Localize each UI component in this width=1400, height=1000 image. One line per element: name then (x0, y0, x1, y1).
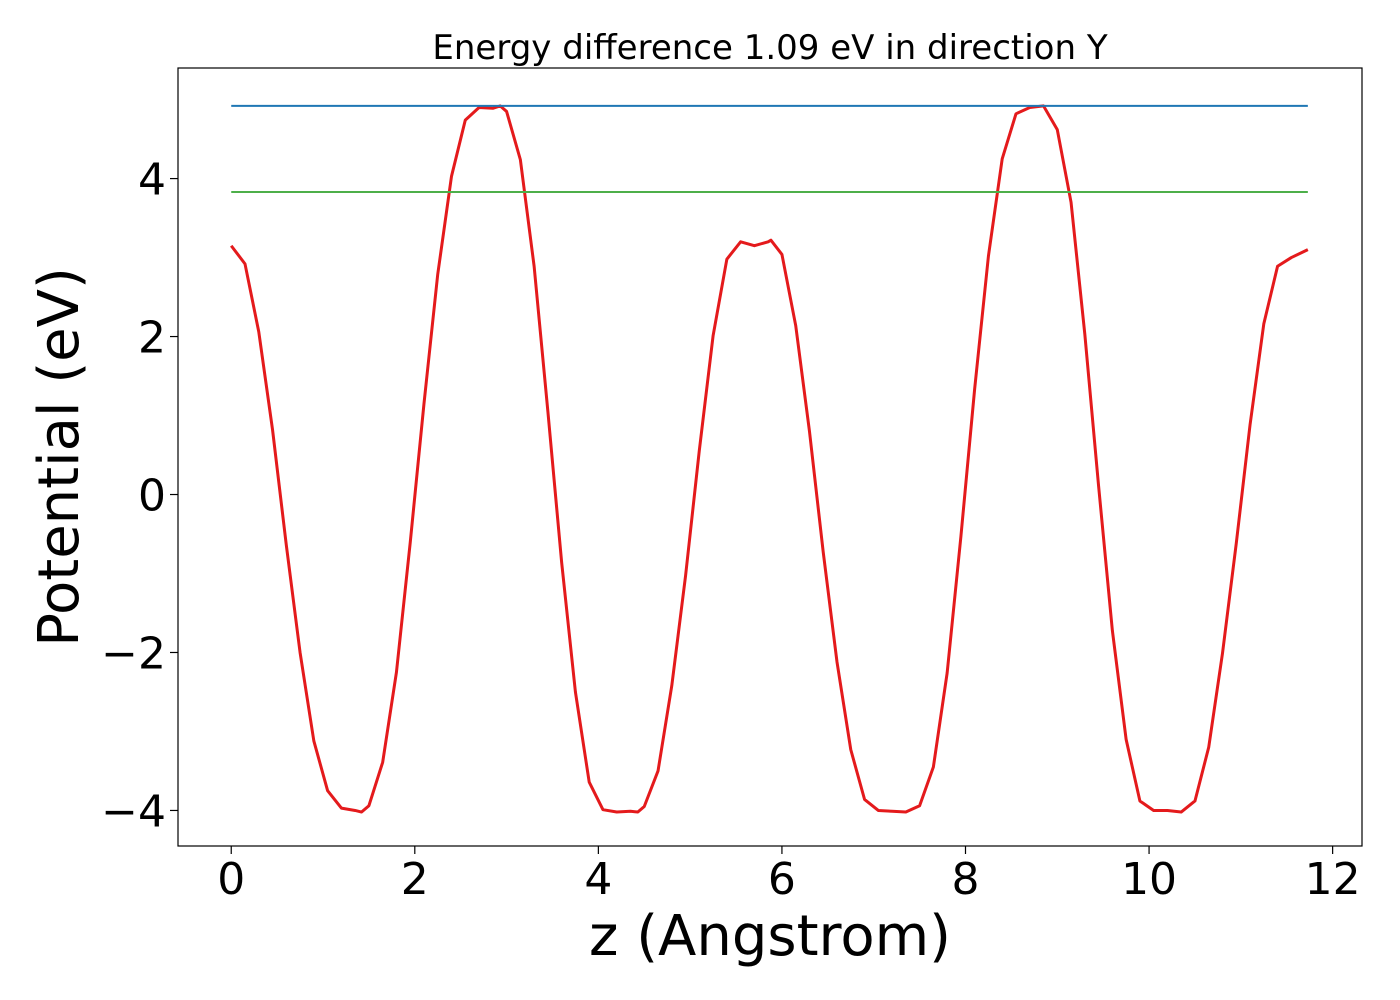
x-tick-label: 6 (768, 854, 796, 905)
y-tick-label: −4 (101, 786, 166, 837)
chart-title: Energy difference 1.09 eV in direction Y (432, 28, 1107, 68)
x-axis-label: z (Angstrom) (589, 904, 951, 969)
x-tick-label: 0 (217, 854, 245, 905)
y-tick-label: −2 (101, 628, 166, 679)
plot-frame (177, 67, 1363, 847)
y-tick-label: 2 (138, 313, 166, 364)
y-axis: −4 −2 0 2 4 (101, 155, 178, 837)
y-tick-label: 0 (138, 471, 166, 522)
x-tick-label: 12 (1305, 854, 1361, 905)
series-layer (230, 104, 1309, 814)
x-tick-label: 8 (951, 854, 979, 905)
x-tick-label: 10 (1121, 854, 1177, 905)
x-tick-label: 2 (401, 854, 429, 905)
x-axis: 0 2 4 6 8 10 12 (217, 846, 1361, 905)
potential-curve-line (230, 104, 1309, 814)
y-axis-label: Potential (eV) (27, 267, 92, 647)
x-tick-label: 4 (584, 854, 612, 905)
y-tick-label: 4 (138, 155, 166, 206)
